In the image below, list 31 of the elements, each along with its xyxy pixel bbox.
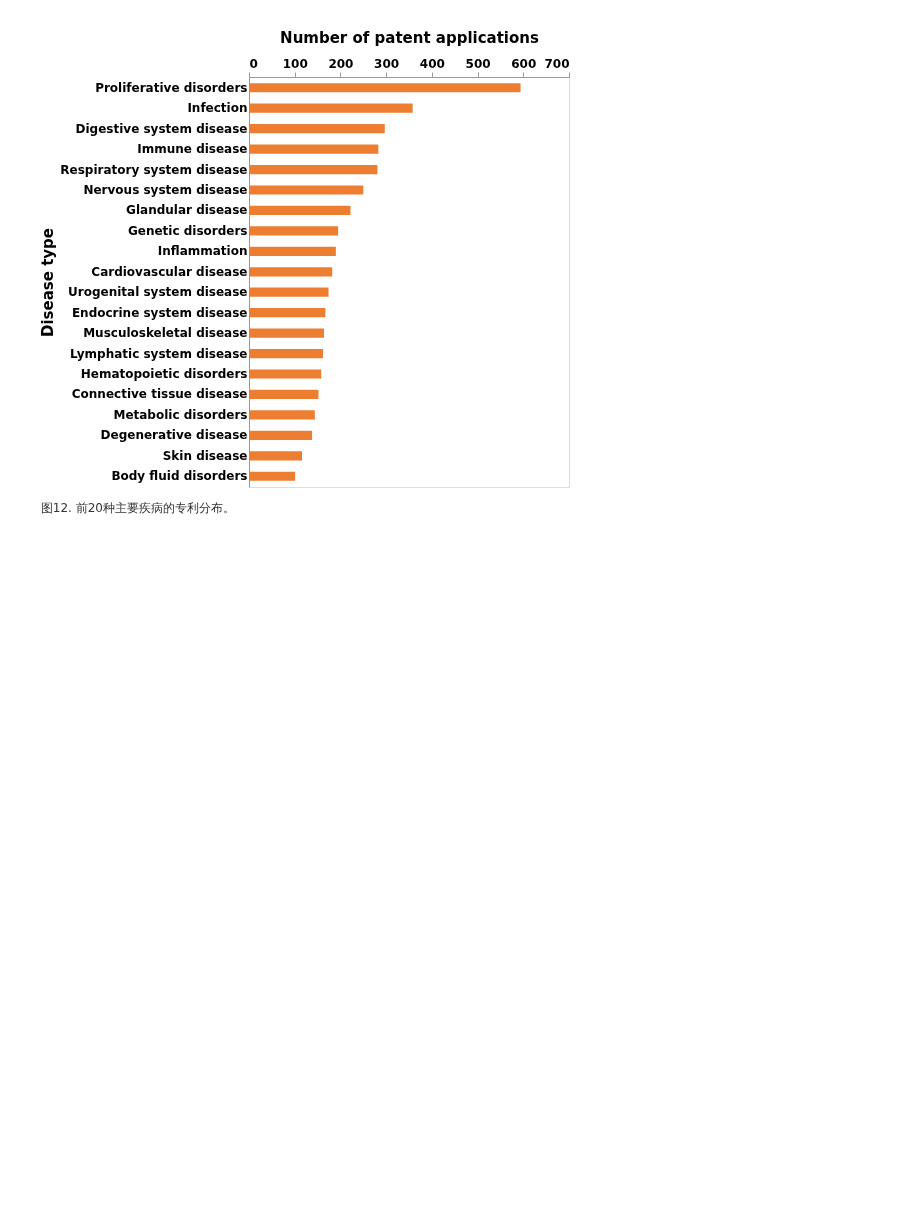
x-tick-label: 100 — [282, 56, 308, 71]
y-tick-label: Endocrine system disease — [71, 305, 248, 320]
y-tick-label: Digestive system disease — [75, 121, 248, 136]
caption: 图12. 前20种主要疾病的专利分布。 — [40, 501, 236, 515]
y-tick-label: Body fluid disorders — [111, 469, 248, 484]
x-tick-label: 700 — [544, 56, 570, 71]
x-tick-label: 300 — [374, 56, 400, 71]
y-tick-label: Degenerative disease — [100, 428, 248, 443]
y-tick-label: Infection — [187, 101, 248, 116]
y-tick-label: Metabolic disorders — [113, 407, 248, 422]
x-tick-label: 200 — [328, 56, 354, 71]
x-tick-label: 600 — [511, 56, 537, 71]
y-tick-label: Lymphatic system disease — [69, 346, 248, 361]
y-tick-label: Glandular disease — [126, 203, 248, 218]
y-tick-label: Cardiovascular disease — [91, 264, 248, 279]
y-tick-label: Musculoskeletal disease — [83, 326, 248, 341]
x-axis-title: Number of patent applications — [280, 28, 539, 47]
y-tick-label: Urogenital system disease — [68, 285, 248, 300]
y-tick-label: Proliferative disorders — [95, 80, 248, 95]
y-tick-label: Immune disease — [137, 142, 248, 157]
y-tick-label: Respiratory system disease — [60, 162, 248, 177]
y-tick-label: Skin disease — [162, 448, 248, 463]
x-tick-label: 0 — [249, 56, 258, 71]
x-tick-label: 500 — [465, 56, 491, 71]
y-tick-label: Genetic disorders — [127, 223, 248, 238]
x-tick-label: 400 — [419, 56, 445, 71]
y-tick-label: Inflammation — [157, 244, 248, 259]
y-tick-label: Connective tissue disease — [71, 387, 248, 402]
y-tick-label: Nervous system disease — [83, 182, 248, 197]
y-axis-title: Disease type — [39, 228, 58, 337]
y-tick-label: Hematopoietic disorders — [80, 367, 248, 382]
